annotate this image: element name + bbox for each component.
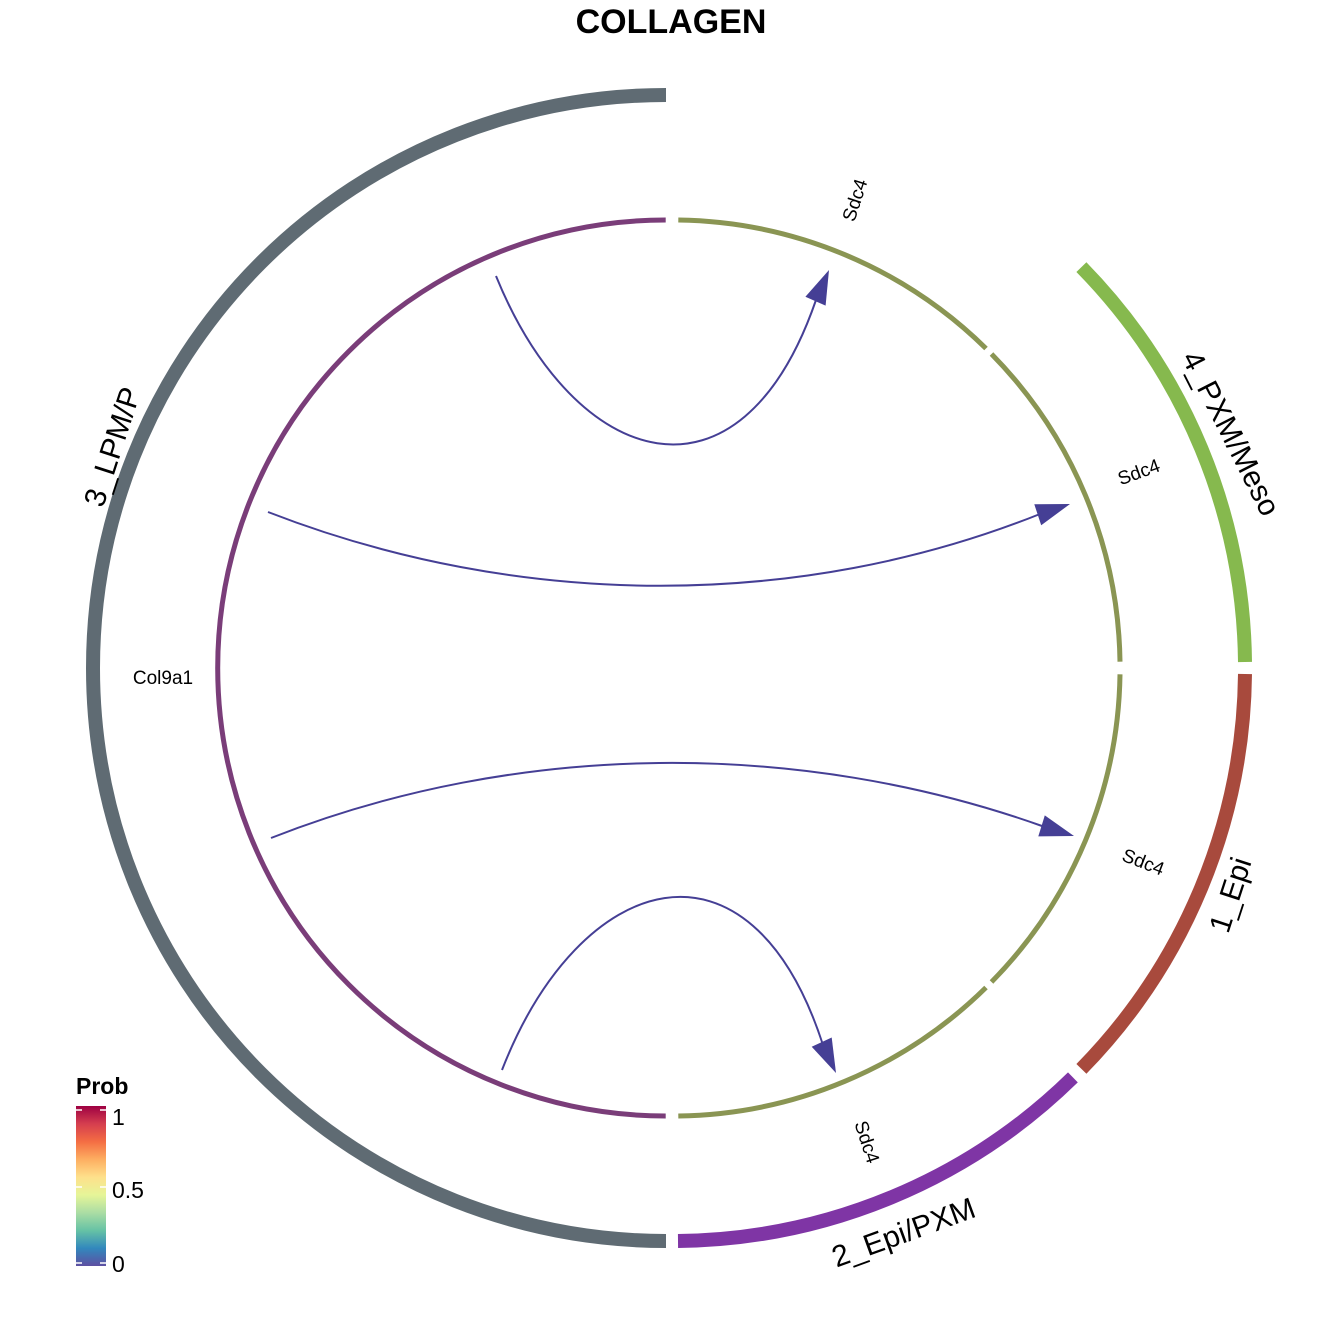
gene-label-sdc4-right-lower: Sdc4 xyxy=(1119,845,1167,880)
outer-ring xyxy=(86,88,1252,1248)
outer-arc-2-epi-pxm xyxy=(677,1072,1078,1248)
gene-label-col9a1: Col9a1 xyxy=(133,668,193,689)
inner-arc-sender xyxy=(215,217,666,1119)
links xyxy=(267,270,1074,1073)
link-arrow-3-lpm-p xyxy=(805,270,829,306)
legend-tick-min: 0 xyxy=(112,1251,125,1277)
link-col9a1-to-2-epi-pxm xyxy=(501,895,824,1071)
inner-arc-receiver-4 xyxy=(678,985,988,1119)
link-arrow-4-pxm-meso xyxy=(1034,504,1070,526)
outer-arc-4-pxm-meso xyxy=(1076,262,1252,663)
prob-legend: Prob 1 0.5 0 xyxy=(76,1073,144,1277)
outer-arc-1-epi xyxy=(1076,673,1252,1074)
legend-tick-max: 1 xyxy=(112,1104,125,1130)
outer-arc-3-lpm-p xyxy=(86,88,667,1248)
inner-arc-receiver-2 xyxy=(989,352,1123,662)
link-col9a1-to-1-epi xyxy=(270,761,1043,839)
link-col9a1-to-3-lpm-p xyxy=(495,275,817,446)
link-col9a1-to-4-pxm-meso xyxy=(267,511,1041,587)
link-arrow-1-epi xyxy=(1038,815,1074,837)
legend-colorbar xyxy=(76,1106,106,1266)
inner-arc-receiver-3 xyxy=(989,674,1123,984)
gene-label-sdc4-top: Sdc4 xyxy=(839,176,872,224)
chart-title: COLLAGEN xyxy=(576,3,767,41)
inner-ring xyxy=(215,217,1123,1119)
inner-arc-receiver-1 xyxy=(678,217,988,351)
gene-label-sdc4-right-upper: Sdc4 xyxy=(1115,455,1163,490)
gene-label-sdc4-bottom: Sdc4 xyxy=(850,1118,883,1166)
link-arrow-2-epi-pxm xyxy=(811,1037,836,1073)
legend-tick-mid: 0.5 xyxy=(112,1177,144,1203)
group-label-2-epi-pxm: 2_Epi/PXM xyxy=(828,1192,980,1274)
legend-title: Prob xyxy=(76,1073,128,1099)
